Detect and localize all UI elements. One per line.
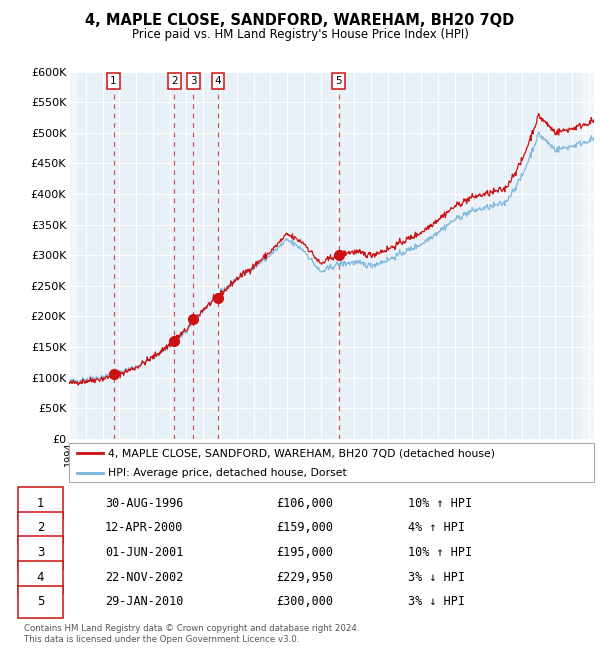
Text: 2: 2 — [37, 521, 44, 534]
Text: HPI: Average price, detached house, Dorset: HPI: Average price, detached house, Dors… — [109, 467, 347, 478]
Text: 1: 1 — [110, 75, 117, 86]
Text: 01-JUN-2001: 01-JUN-2001 — [105, 546, 184, 559]
Text: Contains HM Land Registry data © Crown copyright and database right 2024.
This d: Contains HM Land Registry data © Crown c… — [24, 624, 359, 644]
Text: 12-APR-2000: 12-APR-2000 — [105, 521, 184, 534]
Text: 10% ↑ HPI: 10% ↑ HPI — [408, 546, 472, 559]
Text: 29-JAN-2010: 29-JAN-2010 — [105, 595, 184, 608]
Text: 1: 1 — [37, 497, 44, 510]
Text: £106,000: £106,000 — [276, 497, 333, 510]
Text: 30-AUG-1996: 30-AUG-1996 — [105, 497, 184, 510]
Text: 3: 3 — [190, 75, 197, 86]
Text: 4, MAPLE CLOSE, SANDFORD, WAREHAM, BH20 7QD (detached house): 4, MAPLE CLOSE, SANDFORD, WAREHAM, BH20 … — [109, 448, 496, 458]
Text: 2: 2 — [171, 75, 178, 86]
Text: Price paid vs. HM Land Registry's House Price Index (HPI): Price paid vs. HM Land Registry's House … — [131, 28, 469, 41]
Text: 4: 4 — [37, 571, 44, 584]
Text: 5: 5 — [37, 595, 44, 608]
Text: £300,000: £300,000 — [276, 595, 333, 608]
Text: 3% ↓ HPI: 3% ↓ HPI — [408, 571, 465, 584]
Text: 10% ↑ HPI: 10% ↑ HPI — [408, 497, 472, 510]
Text: 4% ↑ HPI: 4% ↑ HPI — [408, 521, 465, 534]
Text: 4: 4 — [215, 75, 221, 86]
Text: 3: 3 — [37, 546, 44, 559]
Text: 5: 5 — [335, 75, 342, 86]
Text: £159,000: £159,000 — [276, 521, 333, 534]
Text: 3% ↓ HPI: 3% ↓ HPI — [408, 595, 465, 608]
Text: 22-NOV-2002: 22-NOV-2002 — [105, 571, 184, 584]
Text: £195,000: £195,000 — [276, 546, 333, 559]
Text: £229,950: £229,950 — [276, 571, 333, 584]
Text: 4, MAPLE CLOSE, SANDFORD, WAREHAM, BH20 7QD: 4, MAPLE CLOSE, SANDFORD, WAREHAM, BH20 … — [85, 13, 515, 28]
